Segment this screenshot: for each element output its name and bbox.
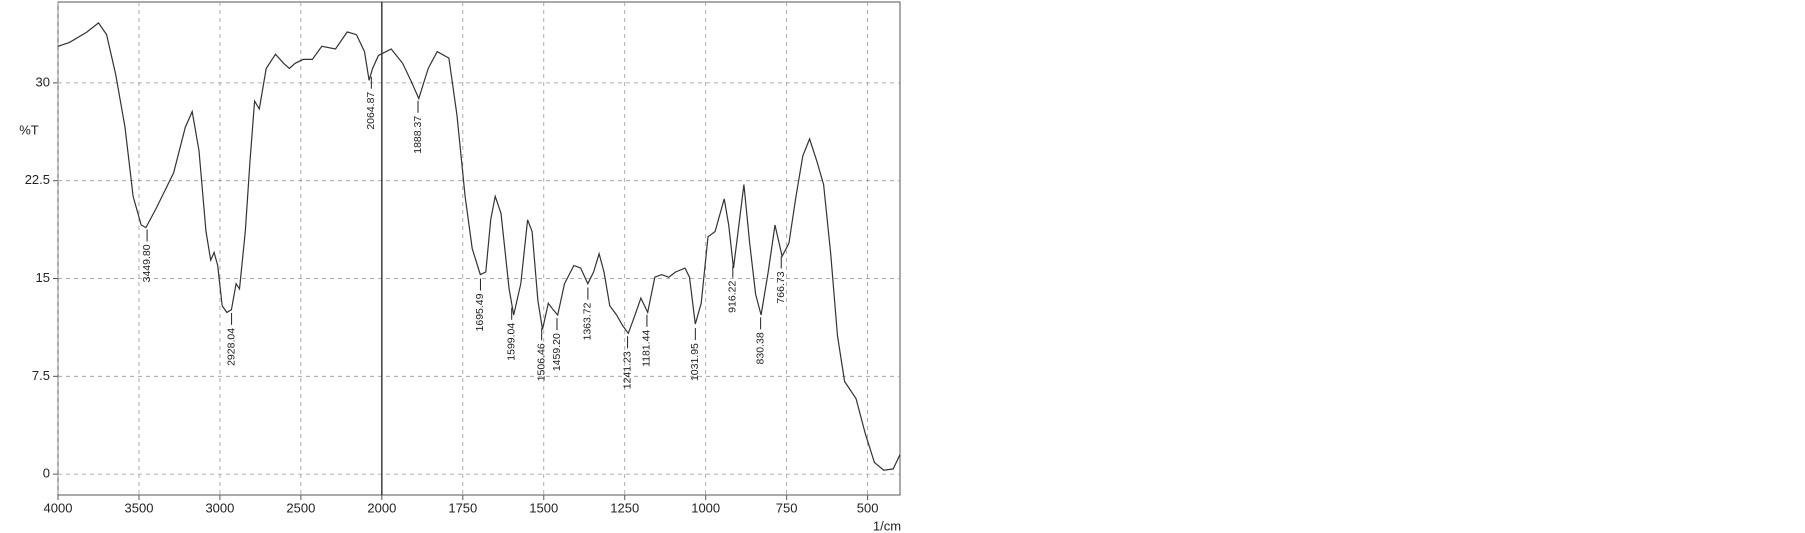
peak-label: 2064.87 xyxy=(365,92,377,130)
x-tick-label: 1500 xyxy=(529,500,558,515)
peak-label: 1031.95 xyxy=(689,343,701,381)
x-tick-label: 2000 xyxy=(367,500,396,515)
peak-label: 830.38 xyxy=(754,332,766,364)
y-axis-label: %T xyxy=(19,122,39,137)
x-tick-label: 4000 xyxy=(44,500,73,515)
peak-label: 3449.80 xyxy=(141,244,153,282)
peak-label: 1599.04 xyxy=(505,323,517,361)
peak-label: 1506.46 xyxy=(535,343,547,381)
x-tick-label: 1000 xyxy=(691,500,720,515)
x-tick-label: 3000 xyxy=(205,500,234,515)
peak-label: 1695.49 xyxy=(474,293,486,331)
y-tick-label: 0 xyxy=(43,466,50,481)
x-tick-label: 1250 xyxy=(610,500,639,515)
x-tick-label: 3500 xyxy=(125,500,154,515)
peak-label: 1459.20 xyxy=(551,333,563,371)
peak-label: 916.22 xyxy=(727,281,739,313)
x-tick-label: 2500 xyxy=(286,500,315,515)
peak-label: 766.73 xyxy=(775,271,787,303)
x-tick-label: 1750 xyxy=(448,500,477,515)
x-tick-label: 750 xyxy=(776,500,798,515)
peak-label: 1241.23 xyxy=(621,351,633,389)
plot-frame xyxy=(57,1,901,496)
peak-label: 1181.44 xyxy=(641,330,653,367)
y-tick-label: 15 xyxy=(36,270,50,285)
y-tick-label: 30 xyxy=(36,74,50,89)
peak-label: 1888.37 xyxy=(412,116,424,154)
y-tick-label: 22.5 xyxy=(25,172,50,187)
spectrum-line xyxy=(57,22,901,471)
x-tick-label: 500 xyxy=(857,500,879,515)
peak-label: 2928.04 xyxy=(225,328,237,366)
y-tick-label: 7.5 xyxy=(32,368,50,383)
peak-label: 1363.72 xyxy=(582,302,594,340)
x-axis-label: 1/cm xyxy=(873,518,901,533)
